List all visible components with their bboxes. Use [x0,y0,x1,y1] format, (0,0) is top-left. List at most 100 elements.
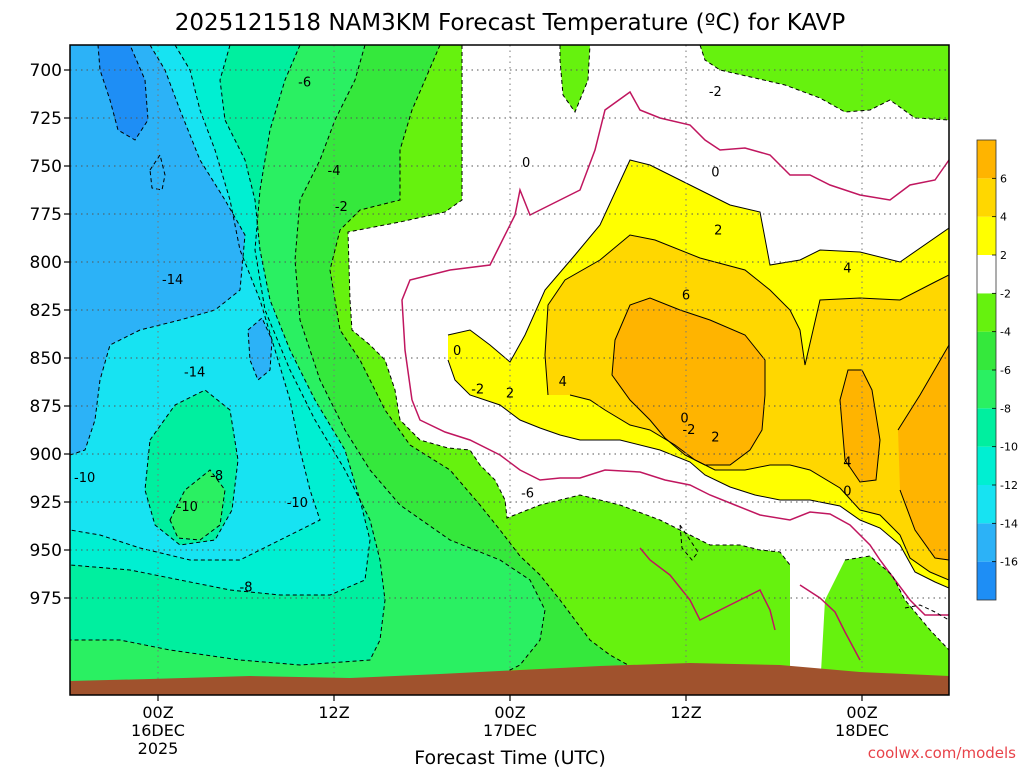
isotherm-2-lower [447,359,949,589]
isotherm-minus10-core [144,389,239,546]
contour-label: 0 [680,411,688,426]
isotherm-minus4 [329,45,629,666]
contour-label: -10 [177,500,198,515]
x-tick-label: 12Z [318,703,349,722]
chart-title: 2025121518 NAM3KM Forecast Temperature (… [175,10,846,36]
colorbar-label: 4 [1000,211,1007,224]
freezing-line-lower [411,399,949,616]
contour-label: -14 [162,273,183,288]
contour-label: 4 [843,456,851,471]
colorbar-swatch [977,293,996,332]
region-cold-pool-inner [170,470,225,540]
contour-label: -6 [521,486,534,501]
y-tick-label: 925 [30,493,62,513]
colorbar-label: -10 [1000,441,1018,454]
contour-label: 0 [843,484,851,499]
y-tick-label: 725 [30,109,62,129]
contour-label: 4 [559,375,567,390]
isotherm-minus2-right [844,555,949,651]
colorbar-label: -12 [1000,479,1018,492]
isotherm-minus2-top [699,45,949,121]
x-tick-label: 2025 [138,739,179,758]
y-tick-label: 750 [30,157,62,177]
y-tick-label: 775 [30,205,62,225]
y-tick-label: 975 [30,589,62,609]
y-tick-label: 800 [30,253,62,273]
isotherm-4-lower [569,394,949,581]
isotherm-lines [447,159,949,589]
isotherm-6-east2 [897,344,949,431]
contour-label: 2 [714,223,722,238]
region-minus2-to-minus4-right [820,556,949,690]
contour-label: 0 [522,156,530,171]
y-tick-label: 950 [30,541,62,561]
isotherm-minus16 [97,45,149,141]
x-tick-label: 16DEC [131,721,185,740]
isotherm-2 [447,159,949,363]
contour-label: 4 [843,262,851,277]
contour-label: -8 [240,580,253,595]
region-minus14-to-minus16-cell3 [183,168,190,186]
isotherm-minus2 [347,45,791,566]
region-minus16-to-minus18 [98,45,148,140]
colorbar-label: -16 [1000,556,1018,569]
contour-label: -8 [210,469,223,484]
contour-label: -14 [184,365,205,380]
x-tick-label: 00Z [142,703,173,722]
contour-label: 0 [711,166,719,181]
contour-label: -2 [335,200,348,215]
isotherm-4 [544,234,949,396]
credit-link[interactable]: coolwx.com/models [868,744,1016,762]
contour-label: 0 [453,344,461,359]
colorbar-swatch [977,140,996,179]
x-tick-label: 17DEC [483,721,537,740]
colorbar-swatch [977,408,996,447]
colorbar-label: -6 [1000,364,1011,377]
colorbar-label: -4 [1000,326,1011,339]
x-tick-label: 18DEC [835,721,889,740]
plot-area: -14-14-10-10 -10-8-8-6-4-2-60-2 240620-244… [70,45,949,695]
isotherm-minus14-cell2 [149,153,166,191]
contour-label: -10 [74,471,95,486]
colorbar-swatch [977,446,996,485]
colorbar-label: -2 [1000,287,1011,300]
colorbar-swatch [977,485,996,524]
region-6-to-8 [612,298,765,465]
y-tick-label: 825 [30,301,62,321]
colorbar-swatch [977,523,996,562]
y-tick-label: 700 [30,61,62,81]
isotherm-minus8 [70,45,386,666]
colorbar: 6 4 2 -2 -4 -6 -8 -10 -12 -14 -16 [976,139,1018,601]
y-tick-label: 850 [30,349,62,369]
colorbar-swatch [977,216,996,255]
region-minus14-to-minus16-cell [248,318,272,380]
isotherm-6-east2-lower [899,489,949,561]
colorbar-swatch [977,255,996,294]
isotherm-minus10 [70,45,371,596]
colorbar-swatch [977,178,996,217]
x-tick-label: 00Z [846,703,877,722]
contour-label: -2 [709,85,722,100]
contour-label: 2 [506,386,514,401]
isotherm-minus12 [70,45,321,561]
x-tick-label: 00Z [494,703,525,722]
region-minus2-to-minus4-cell [560,45,590,112]
y-tick-label: 875 [30,397,62,417]
contour-label: -10 [287,496,308,511]
isotherm-minus2-rightedge [904,604,949,621]
isotherm-minus8-core [169,469,226,541]
colorbar-label: -14 [1000,517,1018,530]
freezing-line-sw [639,547,776,631]
region-6-to-8-east2 [898,345,949,560]
contour-label: 6 [682,289,690,304]
colorbar-swatch [977,561,996,600]
contour-label: -2 [471,383,484,398]
contour-label: 2 [711,431,719,446]
isotherm-6 [611,297,766,466]
ground-surface [70,663,949,695]
colorbar-label: 6 [1000,172,1007,185]
isotherm-6-east1 [839,369,881,483]
isotherm-minus14-cell [247,317,273,381]
contour-label: -6 [298,75,311,90]
